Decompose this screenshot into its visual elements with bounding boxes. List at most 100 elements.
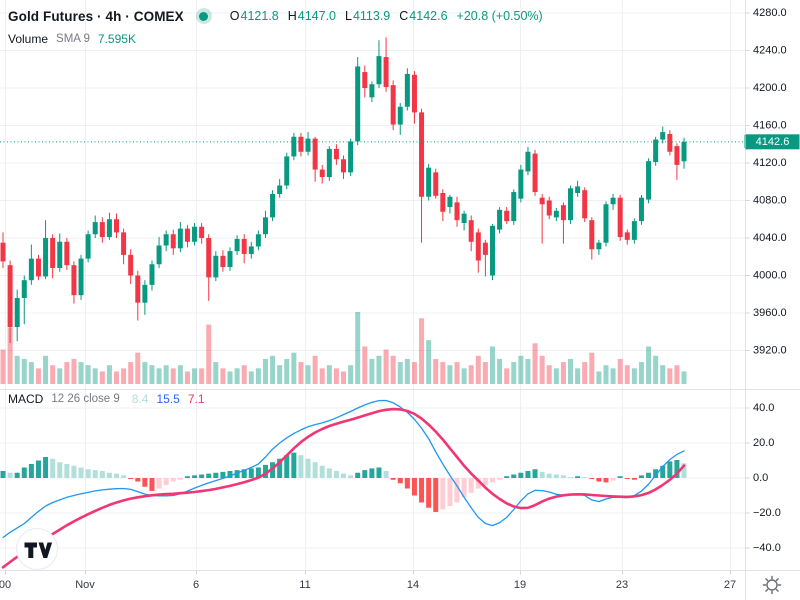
volume-bar: [411, 362, 417, 384]
candle: [64, 241, 70, 266]
candle: [511, 192, 517, 222]
candle: [617, 197, 623, 238]
volume-bar: [454, 362, 460, 384]
volume-bar: [397, 362, 403, 384]
macd-histogram-bar: [419, 478, 425, 503]
macd-signal-value: 7.1: [187, 392, 205, 406]
macd-layer: [0, 399, 687, 569]
volume-bar: [184, 371, 190, 384]
volume-bar: [7, 327, 13, 384]
volume-bar: [589, 352, 595, 384]
price-scale-label: 4080.0: [753, 195, 787, 207]
macd-histogram-bar: [128, 478, 134, 479]
volume-bar: [298, 362, 304, 384]
volume-bar: [135, 352, 141, 384]
volume-bar: [0, 349, 6, 384]
volume-bar: [560, 362, 566, 384]
macd-histogram-bar: [64, 464, 70, 478]
candle: [369, 84, 375, 98]
macd-histogram-bar: [50, 458, 56, 478]
macd-histogram-bar: [298, 455, 304, 478]
volume-bar: [149, 365, 155, 384]
candle: [43, 238, 49, 277]
macd-histogram-bar: [78, 467, 84, 478]
macd-histogram-bar: [646, 472, 652, 478]
volume-bar: [57, 368, 63, 384]
volume-bar: [404, 358, 410, 384]
volume-bar: [333, 368, 339, 384]
candle: [568, 188, 574, 221]
macd-histogram-bar: [568, 477, 574, 479]
price-scale-label: 3920.0: [753, 345, 787, 357]
tradingview-logo[interactable]: [15, 527, 59, 571]
symbol-title[interactable]: Gold Futures · 4h · COMEX: [8, 8, 184, 24]
volume-bar: [355, 312, 361, 384]
candle: [291, 136, 297, 157]
macd-histogram-bar: [376, 467, 382, 478]
macd-histogram-bar: [305, 458, 311, 478]
time-scale-label: 11: [299, 579, 310, 591]
scale-settings-button[interactable]: [762, 575, 782, 595]
volume-bar: [319, 368, 325, 384]
volume-bar: [525, 358, 531, 384]
candle: [681, 141, 687, 162]
candle: [255, 234, 261, 247]
gear-icon: [766, 579, 778, 591]
candle: [241, 238, 247, 254]
candle: [419, 112, 425, 197]
volume-layer: [0, 312, 687, 384]
candle: [35, 258, 41, 277]
volume-bar: [128, 362, 134, 384]
time-scale-label: 27: [724, 579, 736, 591]
time-scale[interactable]: 00 Nov 6 11 14 19 23 27: [0, 571, 736, 591]
candle: [163, 234, 169, 246]
macd-histogram-bar: [0, 471, 6, 478]
macd-histogram-bar: [440, 478, 446, 510]
volume-bar: [106, 365, 112, 384]
macd-histogram-bar: [248, 468, 254, 478]
volume-bar: [163, 365, 169, 384]
macd-legend-title[interactable]: MACD: [8, 392, 44, 406]
macd-histogram-bar: [192, 475, 198, 478]
macd-scale-label: −20.0: [753, 507, 781, 519]
macd-histogram-bar: [28, 464, 34, 478]
volume-bar: [433, 358, 439, 384]
volume-bar: [64, 362, 70, 384]
macd-hist-value: 8.4: [131, 392, 149, 406]
volume-bar: [78, 362, 84, 384]
candle: [234, 238, 240, 252]
macd-histogram-bar: [582, 477, 588, 479]
macd-histogram-bar: [610, 478, 616, 481]
price-scale-label: 4240.0: [753, 45, 787, 57]
market-status-icon[interactable]: [195, 8, 212, 24]
candle: [284, 156, 290, 186]
volume-legend-title[interactable]: Volume: [8, 32, 49, 46]
volume-bar: [646, 346, 652, 384]
candle: [184, 228, 190, 242]
change-value: +20.8 (+0.50%): [456, 9, 543, 23]
volume-bar: [674, 365, 680, 384]
macd-histogram-bar: [575, 476, 581, 478]
macd-histogram-bar: [624, 478, 630, 479]
macd-histogram-bar: [71, 465, 77, 478]
time-scale-label: 14: [407, 579, 419, 591]
candle: [199, 226, 205, 238]
volume-bar: [213, 362, 219, 384]
volume-bar: [518, 355, 524, 384]
candle: [518, 169, 524, 199]
candle: [248, 246, 254, 254]
price-scale[interactable]: 4280.0 4240.0 4200.0 4160.0 4120.0 4080.0 4040…: [745, 7, 800, 554]
macd-legend: MACD 12 26 close 9 8.4 15.5 7.1: [8, 391, 205, 407]
macd-histogram-bar: [454, 478, 460, 503]
macd-histogram-bar: [106, 472, 112, 478]
candle: [660, 132, 666, 140]
macd-histogram-bar: [539, 471, 545, 478]
volume-bar: [362, 346, 368, 384]
candle: [149, 264, 155, 285]
candle: [433, 172, 439, 196]
macd-histogram-bar: [92, 470, 98, 478]
macd-histogram-bar: [227, 471, 233, 478]
volume-bar: [227, 371, 233, 384]
